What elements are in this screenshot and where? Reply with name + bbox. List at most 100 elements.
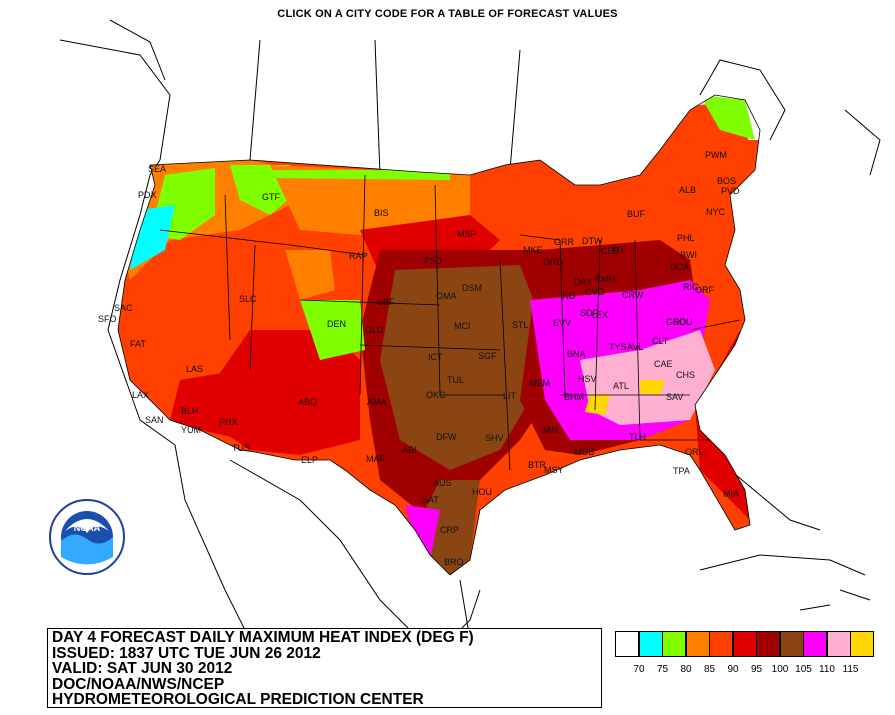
city-code-bro[interactable]: BRO: [444, 557, 464, 567]
city-code-cle[interactable]: CLE: [601, 246, 619, 256]
legend-swatch: [709, 631, 733, 657]
city-code-sea[interactable]: SEA: [148, 164, 166, 174]
city-code-crw[interactable]: CRW: [622, 290, 644, 300]
city-code-okc[interactable]: OKC: [426, 390, 446, 400]
city-code-gtf[interactable]: GTF: [262, 192, 280, 202]
city-code-ama[interactable]: AMA: [367, 397, 387, 407]
city-code-crp[interactable]: CRP: [440, 525, 459, 535]
agency-line: DOC/NOAA/NWS/NCEP: [52, 675, 225, 693]
city-code-orf[interactable]: ORF: [695, 285, 715, 295]
city-code-bis[interactable]: BIS: [374, 208, 389, 218]
city-code-lex[interactable]: LEX: [591, 310, 608, 320]
city-code-clt[interactable]: CLT: [652, 336, 669, 346]
city-code-phl[interactable]: PHL: [677, 233, 695, 243]
city-code-atl[interactable]: ATL: [613, 381, 629, 391]
city-code-btr[interactable]: BTR: [528, 460, 547, 470]
city-code-oma[interactable]: OMA: [436, 291, 457, 301]
city-code-mia[interactable]: MIA: [723, 489, 739, 499]
city-code-cvg[interactable]: CVG: [585, 287, 605, 297]
city-code-sat[interactable]: SAT: [422, 495, 439, 505]
city-code-sdf[interactable]: SDF: [580, 308, 599, 318]
legend-swatch: [732, 631, 757, 657]
city-code-gso[interactable]: GSO: [666, 317, 686, 327]
city-code-mob[interactable]: MOB: [574, 447, 595, 457]
city-code-maf[interactable]: MAF: [366, 454, 386, 464]
city-code-abq[interactable]: ABQ: [298, 397, 317, 407]
city-code-orl[interactable]: ORL: [685, 447, 704, 457]
city-code-slc[interactable]: SLC: [239, 294, 257, 304]
city-code-cmh[interactable]: CMH: [595, 274, 616, 284]
city-code-bna[interactable]: BNA: [567, 349, 586, 359]
city-code-aus[interactable]: AUS: [433, 478, 452, 488]
city-code-tus[interactable]: TUS: [232, 443, 250, 453]
legend-label: 75: [656, 664, 669, 675]
city-code-gld[interactable]: GLD: [365, 325, 384, 335]
city-code-mci[interactable]: MCI: [454, 321, 471, 331]
city-code-ord[interactable]: ORD: [543, 257, 564, 267]
city-code-tlh[interactable]: TLH: [629, 432, 646, 442]
city-code-blh[interactable]: BLH: [181, 406, 199, 416]
city-code-dfw[interactable]: DFW: [436, 432, 457, 442]
city-code-evv[interactable]: EVV: [553, 318, 571, 328]
legend-label: 110: [819, 664, 835, 675]
city-code-phx[interactable]: PHX: [219, 417, 238, 427]
noaa-logo-icon: NOAA: [47, 497, 127, 577]
city-code-elp[interactable]: ELP: [301, 455, 318, 465]
city-code-den[interactable]: DEN: [327, 319, 346, 329]
city-code-dsm[interactable]: DSM: [462, 283, 482, 293]
city-code-lit[interactable]: LIT: [503, 391, 517, 401]
city-code-day[interactable]: DAY: [574, 277, 592, 287]
city-code-hou[interactable]: HOU: [472, 487, 492, 497]
city-code-rdu[interactable]: RDU: [673, 317, 693, 327]
city-code-avl[interactable]: AVL: [627, 342, 643, 352]
city-code-sac[interactable]: SAC: [114, 303, 133, 313]
city-code-stl[interactable]: STL: [512, 320, 529, 330]
city-code-abi[interactable]: ABI: [402, 445, 417, 455]
city-code-ict[interactable]: ICT: [428, 352, 443, 362]
city-code-pwm[interactable]: PWM: [705, 150, 727, 160]
city-code-pdx[interactable]: PDX: [138, 190, 157, 200]
city-code-msy[interactable]: MSY: [544, 465, 564, 475]
city-code-ric[interactable]: RIC: [683, 282, 699, 292]
city-code-sav[interactable]: SAV: [666, 392, 683, 402]
city-code-yum[interactable]: YUM: [181, 425, 201, 435]
city-code-bos[interactable]: BOS: [717, 176, 736, 186]
city-code-pit[interactable]: PIT: [611, 245, 626, 255]
city-code-lbf[interactable]: LBF: [378, 297, 395, 307]
city-code-buf[interactable]: BUF: [627, 209, 646, 219]
heat-region: [585, 395, 610, 415]
city-code-sgf[interactable]: SGF: [478, 351, 497, 361]
city-code-cae[interactable]: CAE: [654, 359, 673, 369]
city-code-mem[interactable]: MEM: [529, 378, 550, 388]
city-code-sfo[interactable]: SFO: [98, 314, 117, 324]
legend-swatch: [850, 631, 874, 657]
city-code-tys[interactable]: TYS: [609, 342, 627, 352]
city-code-fat[interactable]: FAT: [130, 339, 146, 349]
city-code-grr[interactable]: GRR: [554, 237, 575, 247]
city-code-tpa[interactable]: TPA: [673, 466, 690, 476]
heat-region: [215, 330, 360, 455]
city-code-lax[interactable]: LAX: [132, 390, 149, 400]
city-code-ind[interactable]: IND: [560, 291, 576, 301]
city-code-chs[interactable]: CHS: [676, 370, 695, 380]
city-code-mke[interactable]: MKE: [523, 245, 543, 255]
city-code-rap[interactable]: RAP: [349, 251, 368, 261]
legend-label: 90: [727, 664, 739, 675]
city-code-nyc[interactable]: NYC: [706, 207, 726, 217]
city-code-shv[interactable]: SHV: [485, 433, 504, 443]
city-code-fsd[interactable]: FSD: [424, 256, 443, 266]
city-code-jan[interactable]: JAN: [541, 425, 558, 435]
city-code-tul[interactable]: TUL: [447, 375, 464, 385]
issued-time: ISSUED: 1837 UTC TUE JUN 26 2012: [52, 644, 321, 662]
city-code-bhm[interactable]: BHM: [564, 392, 584, 402]
city-code-bwi[interactable]: BWI: [680, 250, 697, 260]
city-code-dca[interactable]: DCA: [670, 262, 689, 272]
city-code-hsv[interactable]: HSV: [578, 374, 597, 384]
city-code-msp[interactable]: MSP: [457, 229, 477, 239]
city-code-dtw[interactable]: DTW: [582, 236, 603, 246]
heat-region: [700, 95, 755, 140]
city-code-san[interactable]: SAN: [145, 415, 164, 425]
city-code-las[interactable]: LAS: [186, 364, 203, 374]
city-code-alb[interactable]: ALB: [679, 185, 696, 195]
city-code-pvd[interactable]: PVD: [721, 186, 740, 196]
